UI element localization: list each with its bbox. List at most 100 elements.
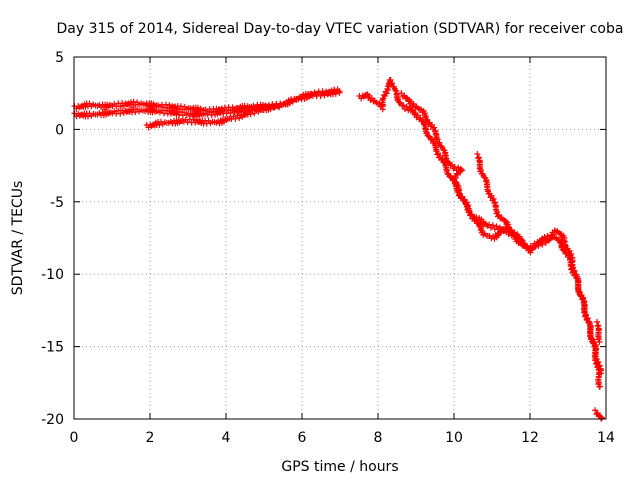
data-point bbox=[400, 102, 407, 109]
data-point bbox=[387, 77, 394, 84]
data-point bbox=[317, 92, 324, 99]
data-point bbox=[437, 152, 444, 159]
data-point bbox=[467, 212, 474, 219]
data-point bbox=[571, 267, 578, 274]
chart-title: Day 315 of 2014, Sidereal Day-to-day VTE… bbox=[57, 21, 624, 37]
data-point bbox=[595, 358, 602, 365]
data-point bbox=[460, 197, 467, 204]
data-point bbox=[451, 163, 458, 170]
x-tick-label: 10 bbox=[445, 430, 463, 446]
data-point bbox=[593, 355, 600, 362]
data-point bbox=[500, 228, 507, 235]
x-axis-label: GPS time / hours bbox=[281, 459, 398, 475]
data-point bbox=[85, 113, 92, 120]
data-point bbox=[117, 110, 124, 117]
data-point bbox=[582, 311, 589, 318]
data-point bbox=[596, 338, 603, 345]
data-point bbox=[458, 194, 465, 201]
y-tick-label: -10 bbox=[41, 267, 64, 283]
data-point bbox=[247, 111, 254, 118]
data-point bbox=[493, 223, 500, 230]
data-point bbox=[368, 95, 375, 102]
series-track-d bbox=[356, 77, 603, 390]
x-tick-label: 0 bbox=[70, 430, 79, 446]
x-tick-label: 8 bbox=[374, 430, 383, 446]
data-point bbox=[490, 195, 497, 202]
data-point bbox=[551, 227, 558, 234]
data-point bbox=[456, 190, 463, 197]
data-point bbox=[427, 136, 434, 143]
plot-frame bbox=[73, 56, 607, 420]
data-point bbox=[417, 114, 424, 121]
data-point bbox=[156, 121, 163, 128]
x-tick-label: 12 bbox=[521, 430, 539, 446]
data-point bbox=[251, 110, 258, 117]
data-point bbox=[394, 96, 401, 103]
data-points bbox=[71, 77, 605, 422]
data-point bbox=[539, 241, 546, 248]
data-point bbox=[423, 116, 430, 123]
x-tick-label: 4 bbox=[222, 430, 231, 446]
data-point bbox=[436, 139, 443, 146]
data-point bbox=[562, 242, 569, 249]
data-point bbox=[445, 159, 452, 166]
data-point bbox=[598, 370, 605, 377]
data-point bbox=[332, 90, 339, 97]
data-point bbox=[443, 155, 450, 162]
data-point bbox=[431, 124, 438, 131]
data-point bbox=[506, 224, 513, 231]
data-point bbox=[576, 288, 583, 295]
data-point bbox=[507, 227, 514, 234]
data-point bbox=[403, 103, 410, 110]
data-point bbox=[494, 208, 501, 215]
data-point bbox=[489, 222, 496, 229]
y-tick-label: -15 bbox=[41, 340, 64, 356]
data-point bbox=[232, 115, 239, 122]
series-track-h bbox=[592, 407, 605, 422]
data-point bbox=[474, 150, 481, 157]
data-point bbox=[414, 112, 421, 119]
data-point bbox=[276, 104, 283, 111]
x-tick-label: 6 bbox=[298, 430, 307, 446]
data-point bbox=[477, 167, 484, 174]
data-point bbox=[389, 80, 396, 87]
data-point bbox=[117, 103, 124, 110]
data-point bbox=[596, 383, 603, 390]
data-point bbox=[598, 414, 605, 421]
data-point bbox=[562, 250, 569, 257]
data-point bbox=[454, 171, 461, 178]
y-axis-label: SDTVAR / TECUs bbox=[10, 181, 26, 296]
data-point bbox=[570, 264, 577, 271]
data-point bbox=[596, 362, 603, 369]
series-track-c bbox=[143, 103, 283, 131]
data-point bbox=[593, 318, 600, 325]
x-tick-label: 2 bbox=[146, 430, 155, 446]
series-track-g bbox=[593, 318, 603, 345]
data-point bbox=[495, 211, 502, 218]
data-point bbox=[410, 100, 417, 107]
data-point bbox=[450, 175, 457, 182]
data-point bbox=[236, 115, 243, 122]
data-point bbox=[434, 136, 441, 143]
data-point bbox=[177, 109, 184, 116]
data-point bbox=[398, 90, 405, 97]
y-tick-label: 5 bbox=[55, 50, 64, 66]
y-tick-label: -20 bbox=[41, 412, 64, 428]
data-point bbox=[472, 216, 479, 223]
data-point bbox=[584, 315, 591, 322]
y-tick-label: 0 bbox=[55, 122, 64, 138]
data-point bbox=[425, 133, 432, 140]
data-point bbox=[535, 242, 542, 249]
data-point bbox=[396, 99, 403, 106]
data-point bbox=[463, 199, 470, 206]
data-point bbox=[434, 151, 441, 158]
data-point bbox=[588, 336, 595, 343]
data-point bbox=[566, 247, 573, 254]
data-point bbox=[519, 239, 526, 246]
data-point bbox=[423, 129, 430, 136]
data-point bbox=[177, 103, 184, 110]
axes: 0 2 4 6 8 10 12 14 5 0 -5 -10 -15 -20 bbox=[41, 50, 615, 446]
series-track-f bbox=[474, 150, 526, 246]
